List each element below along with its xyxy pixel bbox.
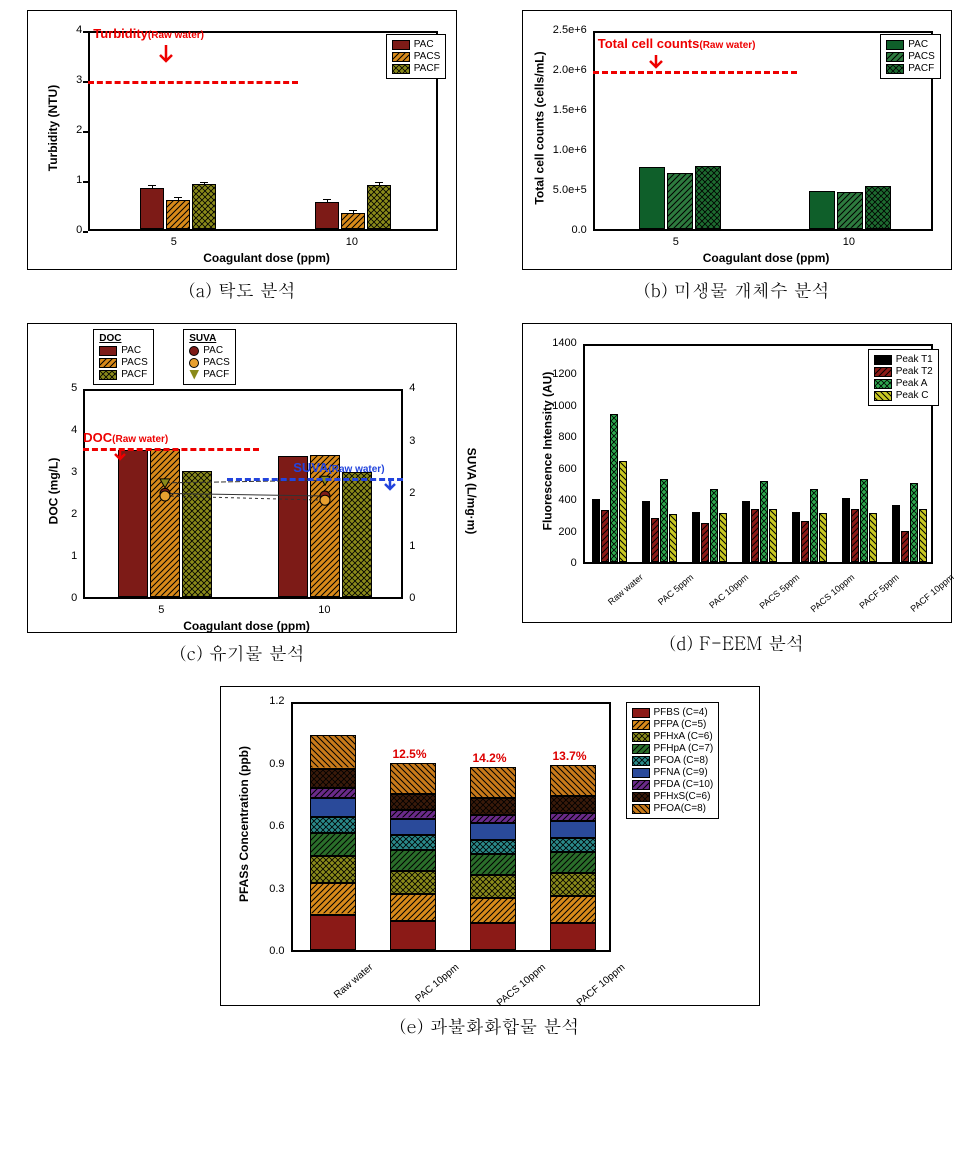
bar bbox=[390, 894, 436, 921]
bar bbox=[390, 810, 436, 818]
caption-c: (c) 유기물 분석 bbox=[180, 641, 305, 666]
panel-e: 0.00.30.60.91.2Raw water12.5%PAC 10ppm14… bbox=[10, 686, 969, 1039]
bar bbox=[692, 512, 700, 562]
bar bbox=[719, 513, 727, 562]
bar bbox=[166, 200, 190, 229]
bar bbox=[470, 854, 516, 875]
bar bbox=[470, 767, 516, 798]
bar bbox=[642, 501, 650, 562]
bar bbox=[810, 489, 818, 562]
bar bbox=[701, 523, 709, 562]
bar bbox=[865, 186, 891, 229]
bar bbox=[315, 202, 339, 230]
bar bbox=[837, 192, 863, 229]
bar bbox=[851, 509, 859, 562]
bar bbox=[310, 856, 356, 883]
bar bbox=[619, 461, 627, 562]
bar bbox=[819, 513, 827, 563]
bar bbox=[470, 923, 516, 950]
bar bbox=[550, 923, 596, 950]
bar bbox=[140, 188, 164, 229]
bar bbox=[751, 509, 759, 562]
bar bbox=[390, 763, 436, 794]
bar bbox=[550, 896, 596, 923]
bar bbox=[310, 455, 340, 597]
bar bbox=[860, 479, 868, 562]
chart-e: 0.00.30.60.91.2Raw water12.5%PAC 10ppm14… bbox=[220, 686, 760, 1006]
bar bbox=[310, 883, 356, 914]
chart-grid: 01234510Turbidity(Raw water)Turbidity (N… bbox=[10, 10, 969, 1039]
bar bbox=[367, 185, 391, 230]
bar bbox=[769, 509, 777, 562]
bar bbox=[842, 498, 850, 562]
bar bbox=[651, 518, 659, 562]
bar bbox=[639, 167, 665, 229]
panel-b: 0.05.0e+51.0e+61.5e+62.0e+62.5e+6510Tota… bbox=[505, 10, 970, 303]
bar bbox=[792, 512, 800, 562]
bar bbox=[342, 472, 372, 597]
caption-a: (a) 탁도 분석 bbox=[189, 278, 296, 303]
bar bbox=[667, 173, 693, 229]
chart-c: 01234501234510DOC(Raw water)SUVA(Raw wat… bbox=[27, 323, 457, 633]
bar bbox=[742, 501, 750, 562]
bar bbox=[660, 479, 668, 562]
bar bbox=[390, 835, 436, 850]
bar bbox=[809, 191, 835, 229]
bar bbox=[470, 798, 516, 815]
bar bbox=[592, 499, 600, 562]
bar bbox=[550, 796, 596, 813]
bar bbox=[390, 921, 436, 950]
bar bbox=[695, 166, 721, 229]
bar bbox=[550, 821, 596, 838]
bar bbox=[550, 873, 596, 896]
bar bbox=[919, 509, 927, 562]
bar bbox=[470, 815, 516, 823]
bar bbox=[310, 788, 356, 798]
bar bbox=[470, 898, 516, 923]
bar bbox=[550, 765, 596, 796]
bar bbox=[390, 850, 436, 871]
bar bbox=[390, 871, 436, 894]
bar bbox=[610, 414, 618, 563]
bar bbox=[550, 852, 596, 873]
bar bbox=[341, 213, 365, 230]
bar bbox=[470, 840, 516, 855]
bar bbox=[901, 531, 909, 562]
bar bbox=[150, 449, 180, 597]
bar bbox=[390, 794, 436, 811]
bar bbox=[310, 833, 356, 856]
bar bbox=[310, 817, 356, 834]
chart-a: 01234510Turbidity(Raw water)Turbidity (N… bbox=[27, 10, 457, 270]
panel-a: 01234510Turbidity(Raw water)Turbidity (N… bbox=[10, 10, 475, 303]
bar bbox=[669, 514, 677, 562]
bar bbox=[470, 823, 516, 840]
bar bbox=[310, 769, 356, 788]
chart-b: 0.05.0e+51.0e+61.5e+62.0e+62.5e+6510Tota… bbox=[522, 10, 952, 270]
bar bbox=[310, 915, 356, 950]
bar bbox=[601, 510, 609, 562]
caption-b: (b) 미생물 개체수 분석 bbox=[644, 278, 830, 303]
panel-d: 0200400600800100012001400Raw waterPAC 5p… bbox=[505, 323, 970, 666]
bar bbox=[550, 813, 596, 821]
chart-d: 0200400600800100012001400Raw waterPAC 5p… bbox=[522, 323, 952, 623]
bar bbox=[310, 735, 356, 768]
caption-d: (d) F-EEM 분석 bbox=[669, 631, 804, 656]
panel-c: 01234501234510DOC(Raw water)SUVA(Raw wat… bbox=[10, 323, 475, 666]
bar bbox=[310, 798, 356, 817]
bar bbox=[801, 521, 809, 562]
bar bbox=[182, 471, 212, 597]
bar bbox=[710, 489, 718, 562]
bar bbox=[892, 505, 900, 562]
bar bbox=[470, 875, 516, 898]
bar bbox=[760, 481, 768, 562]
caption-e: (e) 과불화화합물 분석 bbox=[400, 1014, 580, 1039]
bar bbox=[869, 513, 877, 562]
bar bbox=[390, 819, 436, 836]
bar bbox=[550, 838, 596, 853]
bar bbox=[910, 483, 918, 562]
bar bbox=[192, 184, 216, 229]
bar bbox=[118, 450, 148, 597]
